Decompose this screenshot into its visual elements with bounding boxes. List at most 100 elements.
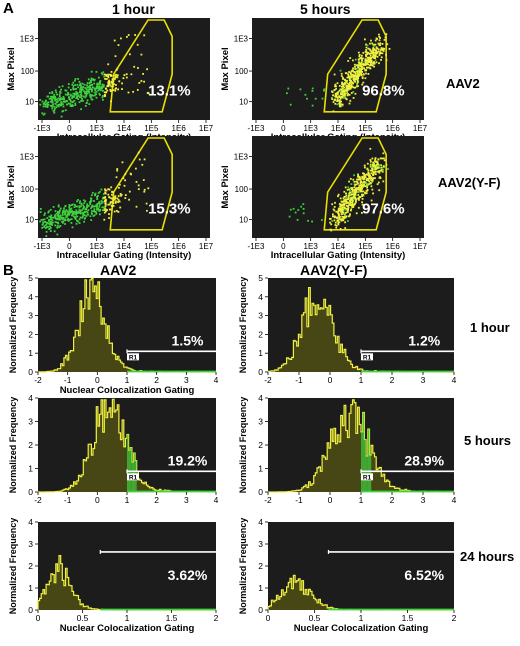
data-point bbox=[349, 178, 352, 180]
data-point bbox=[138, 158, 141, 161]
data-point bbox=[43, 226, 45, 228]
data-point bbox=[79, 211, 82, 214]
data-point bbox=[116, 210, 118, 212]
data-point bbox=[51, 101, 54, 104]
y-axis-label: Max Pixel bbox=[220, 165, 231, 208]
data-point bbox=[379, 177, 382, 179]
data-point bbox=[356, 83, 358, 86]
data-point bbox=[64, 211, 67, 214]
data-point bbox=[363, 63, 365, 65]
data-point bbox=[289, 208, 292, 211]
y-tick-label: 5 bbox=[258, 273, 263, 283]
data-point bbox=[369, 58, 372, 60]
data-point bbox=[372, 172, 375, 175]
data-point bbox=[349, 86, 351, 89]
data-point bbox=[343, 96, 345, 99]
data-point bbox=[334, 92, 337, 95]
data-point bbox=[385, 53, 387, 56]
data-point bbox=[51, 107, 54, 110]
data-point bbox=[90, 219, 93, 221]
data-point bbox=[59, 209, 61, 212]
data-point bbox=[363, 174, 366, 176]
data-point bbox=[75, 209, 78, 212]
y-axis-label: Normalized Frequency bbox=[238, 518, 248, 615]
data-point bbox=[110, 204, 113, 207]
data-point bbox=[344, 209, 347, 211]
data-point bbox=[360, 56, 362, 59]
b-row-label-1: 1 hour bbox=[470, 320, 510, 335]
data-point bbox=[363, 67, 366, 70]
data-point bbox=[344, 97, 347, 100]
data-point bbox=[348, 102, 351, 105]
data-point bbox=[84, 96, 87, 99]
data-point bbox=[100, 72, 103, 75]
data-point bbox=[136, 89, 139, 91]
data-point bbox=[93, 87, 96, 90]
data-point bbox=[52, 206, 55, 208]
data-point bbox=[360, 185, 363, 187]
data-point bbox=[58, 86, 61, 88]
data-point bbox=[104, 208, 107, 211]
data-point bbox=[350, 187, 353, 189]
data-point bbox=[97, 202, 100, 205]
data-point bbox=[374, 177, 376, 180]
data-point bbox=[91, 213, 93, 215]
data-point bbox=[93, 91, 96, 94]
data-point bbox=[331, 97, 333, 99]
data-point bbox=[378, 62, 380, 65]
data-point bbox=[370, 50, 373, 53]
gate-polygon bbox=[323, 19, 387, 113]
data-point bbox=[52, 103, 54, 106]
data-point bbox=[353, 71, 356, 73]
a-row-label-1: AAV2 bbox=[446, 76, 480, 91]
data-point bbox=[82, 86, 85, 88]
data-point bbox=[55, 98, 57, 101]
data-point bbox=[105, 189, 108, 192]
data-point bbox=[343, 95, 345, 97]
chart-b32: 6.52% 0 0.5 1 1.5 2 0 1 2 3 4 Nuclear Colocalizatio… bbox=[238, 517, 457, 634]
data-point bbox=[343, 200, 345, 203]
data-point bbox=[378, 189, 381, 192]
data-point bbox=[101, 96, 104, 99]
data-point bbox=[345, 72, 348, 75]
data-point bbox=[342, 76, 344, 79]
data-point bbox=[124, 194, 127, 196]
data-point bbox=[355, 180, 358, 183]
data-point bbox=[347, 202, 349, 204]
data-point bbox=[340, 218, 343, 220]
data-point bbox=[374, 59, 377, 61]
y-tick-label: 1 bbox=[258, 464, 263, 474]
data-point bbox=[52, 221, 54, 224]
gate-label-box bbox=[361, 473, 373, 481]
panel-a-letter: A bbox=[3, 0, 14, 17]
data-point bbox=[362, 193, 365, 196]
data-point bbox=[83, 83, 86, 86]
data-point bbox=[355, 191, 358, 194]
y-tick-label: 2 bbox=[28, 329, 33, 339]
data-point bbox=[357, 178, 360, 181]
data-point bbox=[371, 42, 374, 45]
data-point bbox=[62, 98, 64, 101]
data-point bbox=[378, 164, 381, 167]
y-tick-label: 3 bbox=[258, 539, 263, 549]
data-point bbox=[367, 172, 370, 175]
data-point bbox=[372, 50, 375, 53]
data-point bbox=[96, 204, 99, 207]
data-point bbox=[111, 197, 114, 200]
data-point bbox=[375, 166, 377, 168]
data-point bbox=[346, 89, 349, 92]
data-point bbox=[85, 210, 88, 213]
data-point bbox=[286, 92, 288, 95]
data-point bbox=[333, 89, 336, 91]
data-point bbox=[339, 96, 342, 99]
gated-bar bbox=[127, 434, 129, 492]
chart-b21: R1 19.2% -2 -1 0 1 2 3 4 0 1 2 3 4 Normalized Frequenc… bbox=[8, 393, 219, 505]
data-point bbox=[368, 60, 371, 63]
data-point bbox=[334, 224, 337, 226]
data-point bbox=[86, 99, 89, 102]
data-point bbox=[80, 96, 83, 99]
data-point bbox=[340, 93, 342, 96]
x-tick-label: 1E5 bbox=[358, 242, 373, 251]
data-point bbox=[93, 208, 96, 210]
